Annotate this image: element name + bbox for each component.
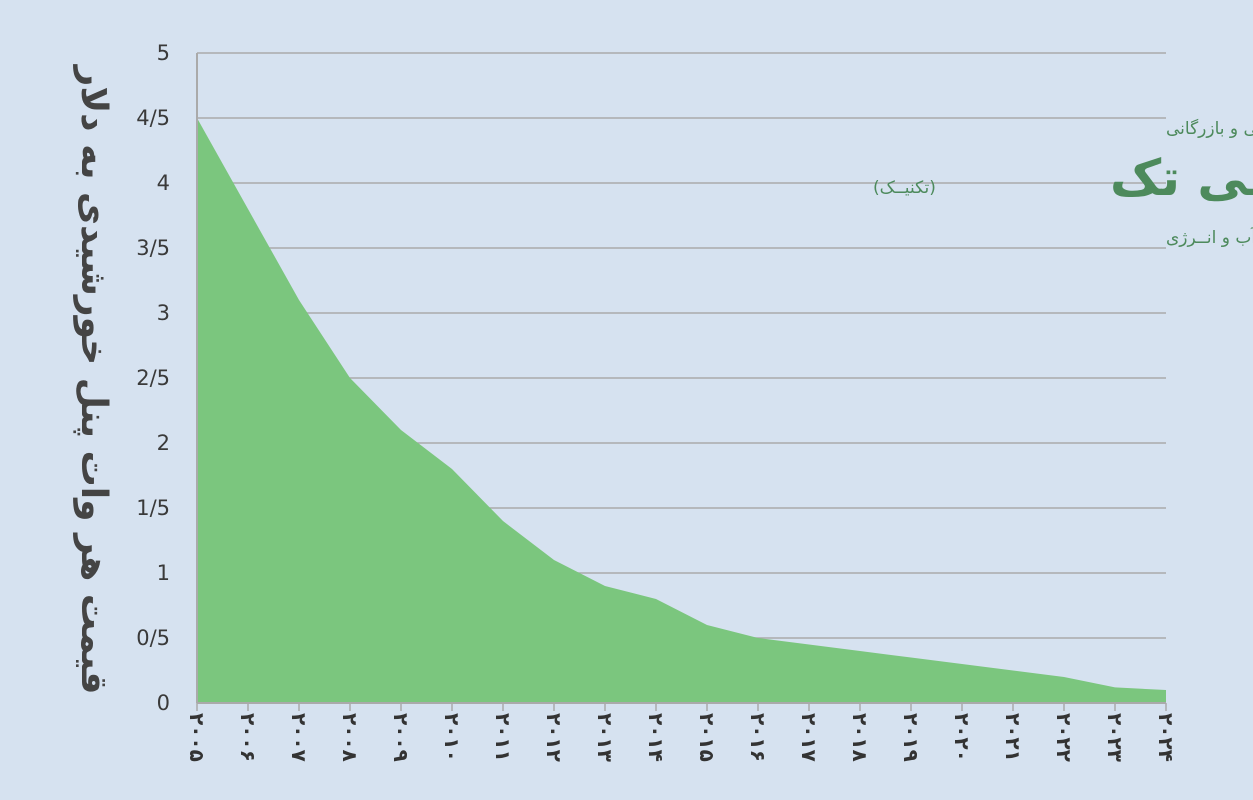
x-tick-label-4: ۲۰۰۹ (389, 713, 413, 762)
x-tick-label-2: ۲۰۰۷ (287, 713, 311, 762)
y-tick-label-10: 5 (157, 41, 170, 65)
logo-name: ونــی تک (1110, 149, 1253, 208)
logo-subtitle: (تکنیــک) (873, 178, 936, 198)
x-tick-labels: ۲۰۰۵ ۲۰۰۶ ۲۰۰۷ ۲۰۰۸ ۲۰۰۹ ۲۰۱۰ ۲۰۱۱ ۲۰۱۲ ۲۰۱۳ ۲۰۱۴… (185, 713, 1178, 762)
y-axis-label: قیمت هر وات پنل خورشیدی به دلار (73, 64, 114, 695)
x-tick-label-9: ۲۰۱۴ (644, 713, 668, 762)
x-tick-label-0: ۲۰۰۵ (185, 713, 209, 762)
x-tick-label-8: ۲۰۱۳ (593, 713, 617, 762)
y-tick-label-5: 2/5 (136, 366, 170, 390)
logo-tagline: گروه خدمات مهندسی و بازرگانی (1166, 118, 1253, 139)
y-tick-label-6: 3 (157, 301, 170, 325)
y-tick-label-4: 2 (157, 431, 170, 455)
x-tick-label-16: ۲۰۲۱ (1001, 713, 1025, 762)
y-tick-label-7: 3/5 (136, 236, 170, 260)
y-tick-label-3: 1/5 (136, 496, 170, 520)
x-tick-label-10: ۲۰۱۵ (695, 713, 719, 762)
x-tick-label-12: ۲۰۱۷ (797, 713, 821, 762)
x-tick-label-14: ۲۰۱۹ (899, 713, 923, 762)
x-tick-label-11: ۲۰۱۶ (746, 713, 770, 762)
x-tick-label-1: ۲۰۰۶ (236, 713, 260, 762)
x-tick-label-13: ۲۰۱۸ (848, 713, 872, 762)
axes (196, 53, 1167, 711)
x-tick-label-19: ۲۰۲۴ (1154, 713, 1178, 762)
y-tick-label-1: 0/5 (136, 626, 170, 650)
x-tick-label-18: ۲۰۲۳ (1103, 713, 1127, 762)
y-tick-label-8: 4 (157, 171, 170, 195)
y-tick-label-9: 4/5 (136, 106, 170, 130)
area-fill (197, 118, 1166, 703)
x-tick-label-17: ۲۰۲۲ (1052, 713, 1076, 762)
x-tick-label-3: ۲۰۰۸ (338, 713, 362, 762)
area-series (197, 118, 1166, 703)
x-tick-label-5: ۲۰۱۰ (440, 713, 464, 762)
y-tick-label-2: 1 (157, 561, 170, 585)
x-tick-label-6: ۲۰۱۱ (491, 713, 515, 762)
x-tick-label-15: ۲۰۲۰ (950, 713, 974, 762)
company-logo: گروه خدمات مهندسی و بازرگانی ونــی تک (ت… (873, 118, 1253, 248)
x-tick-label-7: ۲۰۱۲ (542, 713, 566, 762)
logo-description: تکنیــک هـَای نـوآورانه دَر صــنعت آب و … (1166, 226, 1253, 248)
y-tick-labels: 0 0/5 1 1/5 2 2/5 3 3/5 4 4/5 5 (136, 41, 170, 715)
y-tick-label-0: 0 (157, 691, 170, 715)
